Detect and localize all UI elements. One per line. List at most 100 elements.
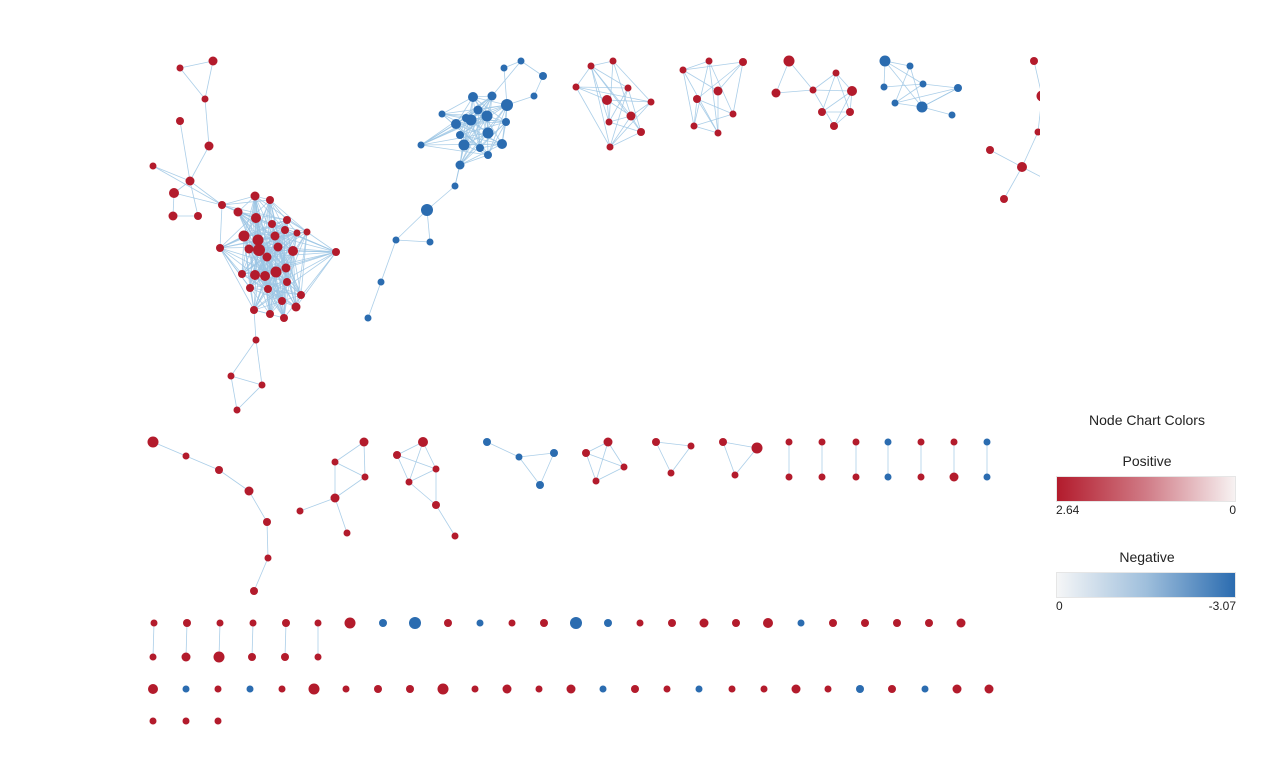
positive-node[interactable] xyxy=(444,619,452,627)
positive-node[interactable] xyxy=(652,438,660,446)
positive-node[interactable] xyxy=(250,191,260,201)
positive-node[interactable] xyxy=(283,216,291,224)
positive-node[interactable] xyxy=(699,618,709,628)
negative-node[interactable] xyxy=(500,64,508,72)
negative-node[interactable] xyxy=(364,314,372,322)
positive-node[interactable] xyxy=(852,473,860,481)
positive-node[interactable] xyxy=(637,128,645,136)
positive-node[interactable] xyxy=(147,436,159,448)
positive-node[interactable] xyxy=(679,66,687,74)
positive-node[interactable] xyxy=(852,438,860,446)
positive-node[interactable] xyxy=(714,129,722,137)
negative-node[interactable] xyxy=(906,62,914,70)
positive-node[interactable] xyxy=(361,473,369,481)
negative-node[interactable] xyxy=(451,119,461,129)
positive-node[interactable] xyxy=(343,529,351,537)
positive-node[interactable] xyxy=(303,228,311,236)
positive-node[interactable] xyxy=(917,438,925,446)
positive-node[interactable] xyxy=(432,465,440,473)
positive-node[interactable] xyxy=(281,226,289,234)
negative-node[interactable] xyxy=(916,101,928,113)
positive-node[interactable] xyxy=(785,473,793,481)
positive-node[interactable] xyxy=(264,554,272,562)
positive-node[interactable] xyxy=(952,684,962,694)
negative-node[interactable] xyxy=(456,131,464,139)
positive-node[interactable] xyxy=(250,270,260,280)
positive-node[interactable] xyxy=(149,162,157,170)
positive-node[interactable] xyxy=(214,717,222,725)
positive-node[interactable] xyxy=(687,442,695,450)
positive-node[interactable] xyxy=(291,302,301,312)
negative-node[interactable] xyxy=(465,114,477,126)
negative-node[interactable] xyxy=(891,99,899,107)
positive-node[interactable] xyxy=(1017,162,1027,172)
positive-node[interactable] xyxy=(771,88,781,98)
positive-node[interactable] xyxy=(278,297,286,305)
negative-node[interactable] xyxy=(421,204,433,216)
positive-node[interactable] xyxy=(281,263,291,273)
negative-node[interactable] xyxy=(880,83,888,91)
positive-node[interactable] xyxy=(238,270,246,278)
positive-node[interactable] xyxy=(204,141,214,151)
network-graph-canvas[interactable] xyxy=(0,0,1040,781)
positive-node[interactable] xyxy=(668,619,676,627)
positive-node[interactable] xyxy=(169,188,179,198)
negative-node[interactable] xyxy=(570,617,582,629)
positive-node[interactable] xyxy=(925,619,933,627)
positive-node[interactable] xyxy=(609,57,617,65)
positive-node[interactable] xyxy=(950,438,958,446)
positive-node[interactable] xyxy=(314,653,322,661)
positive-node[interactable] xyxy=(647,98,655,106)
negative-node[interactable] xyxy=(438,110,446,118)
positive-node[interactable] xyxy=(739,58,747,66)
negative-node[interactable] xyxy=(954,84,962,92)
positive-node[interactable] xyxy=(693,95,701,103)
negative-node[interactable] xyxy=(473,105,483,115)
negative-node[interactable] xyxy=(502,118,510,126)
positive-node[interactable] xyxy=(572,83,580,91)
positive-node[interactable] xyxy=(690,122,698,130)
positive-node[interactable] xyxy=(288,246,298,256)
negative-node[interactable] xyxy=(919,80,927,88)
positive-node[interactable] xyxy=(182,452,190,460)
positive-node[interactable] xyxy=(663,685,671,693)
positive-node[interactable] xyxy=(258,381,266,389)
positive-node[interactable] xyxy=(249,619,257,627)
positive-node[interactable] xyxy=(150,619,158,627)
positive-node[interactable] xyxy=(728,685,736,693)
negative-node[interactable] xyxy=(426,238,434,246)
negative-node[interactable] xyxy=(482,127,494,139)
positive-node[interactable] xyxy=(273,242,283,252)
positive-node[interactable] xyxy=(332,248,340,256)
positive-node[interactable] xyxy=(620,463,628,471)
negative-node[interactable] xyxy=(483,438,491,446)
positive-node[interactable] xyxy=(270,266,282,278)
positive-node[interactable] xyxy=(293,229,301,237)
negative-node[interactable] xyxy=(695,685,703,693)
positive-node[interactable] xyxy=(264,285,272,293)
positive-node[interactable] xyxy=(719,438,727,446)
positive-node[interactable] xyxy=(830,122,838,130)
negative-node[interactable] xyxy=(246,685,254,693)
positive-node[interactable] xyxy=(246,284,254,292)
negative-node[interactable] xyxy=(530,92,538,100)
positive-node[interactable] xyxy=(263,518,271,526)
positive-node[interactable] xyxy=(250,587,258,595)
positive-node[interactable] xyxy=(592,477,600,485)
positive-node[interactable] xyxy=(471,685,479,693)
positive-node[interactable] xyxy=(342,685,350,693)
positive-node[interactable] xyxy=(846,108,854,116)
positive-node[interactable] xyxy=(260,271,270,281)
negative-node[interactable] xyxy=(550,449,558,457)
positive-node[interactable] xyxy=(888,685,896,693)
negative-node[interactable] xyxy=(451,182,459,190)
positive-node[interactable] xyxy=(432,501,440,509)
positive-node[interactable] xyxy=(253,244,265,256)
positive-node[interactable] xyxy=(729,110,737,118)
negative-node[interactable] xyxy=(409,617,421,629)
positive-node[interactable] xyxy=(344,617,356,629)
positive-node[interactable] xyxy=(194,212,202,220)
positive-node[interactable] xyxy=(233,406,241,414)
positive-node[interactable] xyxy=(893,619,901,627)
positive-node[interactable] xyxy=(266,196,274,204)
